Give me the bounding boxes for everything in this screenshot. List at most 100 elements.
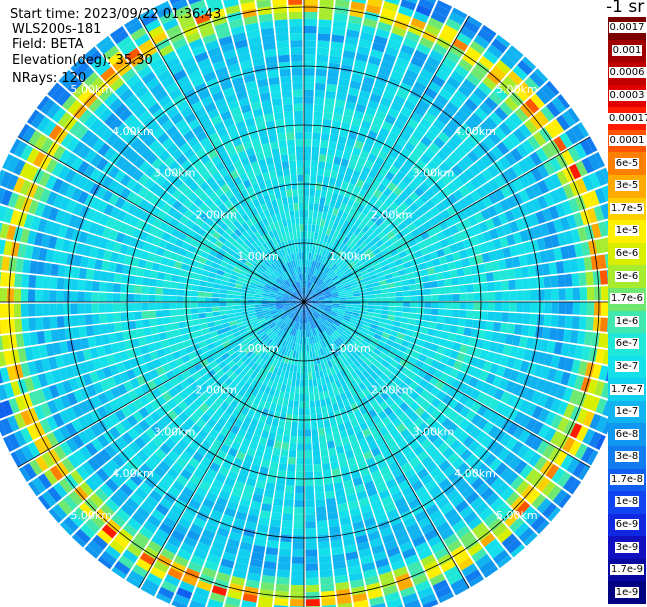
ray-cell [402, 175, 413, 186]
ray-cell [438, 256, 448, 265]
ray-cell [377, 183, 387, 193]
ray-cell [462, 78, 477, 92]
ray-cell [330, 170, 338, 179]
ray-cell [347, 183, 356, 192]
ray-cell [337, 259, 344, 267]
ray-cell [373, 263, 382, 270]
ray-cell [321, 256, 327, 265]
ray-cell [458, 249, 468, 259]
ray-cell [451, 164, 463, 177]
ray-cell [567, 107, 580, 123]
ray-cell [475, 199, 487, 211]
ray-cell [594, 187, 607, 204]
ray-cell [501, 312, 510, 323]
ray-cell [537, 179, 550, 194]
ray-cell [49, 290, 57, 302]
ray-cell [360, 197, 369, 207]
ray-cell [360, 120, 372, 130]
ray-cell [149, 278, 158, 287]
ray-cell [510, 148, 523, 162]
ray-cell [278, 462, 287, 471]
ray-cell [376, 271, 385, 278]
ray-cell [403, 186, 414, 197]
ray-cell [427, 159, 439, 172]
ray-cell [450, 277, 459, 286]
ray-cell [204, 302, 213, 308]
ray-cell [190, 308, 199, 314]
ray-cell [345, 271, 353, 277]
ray-cell [304, 61, 316, 69]
ray-cell [120, 312, 128, 322]
ray-cell [310, 295, 317, 300]
ray-cell [384, 114, 397, 125]
ray-cell [308, 267, 312, 275]
ray-cell [578, 272, 587, 286]
ray-cell [410, 111, 423, 124]
ray-cell [327, 440, 335, 449]
ray-cell [317, 534, 330, 543]
ray-cell [306, 281, 310, 289]
ray-cell [489, 228, 499, 240]
ray-cell [299, 401, 304, 409]
ray-cell [186, 326, 195, 334]
ray-cell [524, 76, 540, 93]
ray-cell [321, 455, 330, 464]
ray-cell [34, 303, 43, 317]
ray-cell [169, 309, 178, 317]
ray-cell [491, 215, 502, 228]
ray-cell [403, 100, 417, 112]
ray-cell [413, 270, 422, 278]
ray-cell [321, 133, 330, 142]
ray-cell [318, 263, 324, 271]
ray-cell [513, 324, 523, 335]
ray-cell [322, 412, 330, 421]
ray-cell [434, 69, 450, 82]
ray-cell [311, 371, 317, 380]
ray-cell [293, 400, 299, 409]
ray-cell [199, 318, 208, 325]
ray-cell [441, 186, 453, 198]
ray-cell [399, 201, 409, 212]
ray-cell [311, 160, 318, 169]
ray-cell [430, 287, 439, 295]
ray-cell [305, 492, 315, 501]
ray-cell [561, 149, 575, 166]
ray-cell [318, 154, 327, 163]
ray-cell [373, 289, 382, 295]
ray-cell [329, 245, 336, 253]
ray-cell [459, 141, 472, 155]
ray-cell [312, 442, 320, 451]
ray-cell [305, 535, 317, 543]
ray-cell [434, 213, 445, 224]
ray-cell [365, 4, 381, 15]
ray-cell [304, 422, 311, 430]
ray-cell [305, 521, 316, 529]
ray-cell [316, 293, 324, 297]
ray-cell [401, 75, 416, 87]
ray-cell [307, 259, 311, 267]
ray-cell [310, 297, 318, 301]
ray-cell [416, 141, 428, 153]
ray-cell [365, 106, 377, 117]
ray-cell [305, 598, 320, 607]
ray-cell [547, 140, 561, 156]
ray-cell [499, 269, 509, 281]
ray-cell [564, 273, 573, 287]
ray-cell [334, 149, 344, 159]
ray-cell [409, 191, 420, 202]
ray-cell [415, 123, 428, 136]
ray-cell [320, 264, 326, 272]
ray-cell [499, 236, 509, 248]
ray-cell [340, 158, 350, 168]
ray-cell [504, 96, 519, 112]
ray-cell [349, 124, 360, 134]
ray-cell [469, 236, 479, 247]
ray-cell [509, 91, 524, 107]
ray-cell [315, 406, 322, 415]
ray-cell [354, 273, 363, 279]
ray-cell [350, 216, 358, 225]
ray-cell [357, 96, 369, 107]
ray-cell [537, 302, 545, 314]
ray-cell [319, 281, 325, 288]
ray-cell [388, 306, 396, 312]
